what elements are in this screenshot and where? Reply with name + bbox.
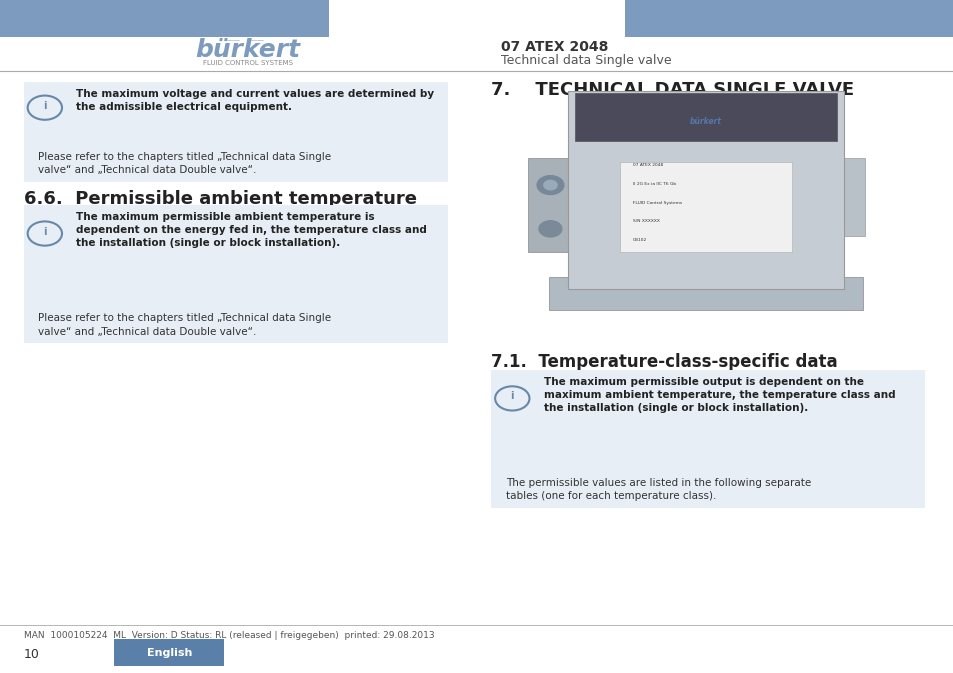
Text: 6.6.  Permissible ambient temperature: 6.6. Permissible ambient temperature [24, 190, 416, 208]
Text: II 2G Ex ia IIC T6 Gb: II 2G Ex ia IIC T6 Gb [632, 182, 675, 186]
FancyBboxPatch shape [491, 370, 924, 508]
Text: 07 ATEX 2048: 07 ATEX 2048 [500, 40, 608, 54]
Text: i: i [43, 227, 47, 236]
Circle shape [543, 180, 557, 190]
Text: The permissible values are listed in the following separate
tables (one for each: The permissible values are listed in the… [505, 479, 810, 501]
Text: FLUID CONTROL SYSTEMS: FLUID CONTROL SYSTEMS [203, 60, 293, 65]
Text: ——: —— [251, 38, 264, 43]
FancyBboxPatch shape [114, 639, 224, 666]
Text: English: English [147, 648, 192, 658]
Text: MAN  1000105224  ML  Version: D Status: RL (released | freigegeben)  printed: 29: MAN 1000105224 ML Version: D Status: RL … [24, 631, 434, 641]
Text: The maximum permissible output is dependent on the
maximum ambient temperature, : The maximum permissible output is depend… [543, 377, 895, 413]
FancyBboxPatch shape [624, 0, 953, 37]
Text: S/N XXXXXX: S/N XXXXXX [632, 219, 659, 223]
Text: Please refer to the chapters titled „Technical data Single
valve“ and „Technical: Please refer to the chapters titled „Tec… [38, 314, 331, 336]
Text: bürkert: bürkert [195, 38, 300, 62]
Text: 07 ATEX 2048: 07 ATEX 2048 [632, 163, 662, 167]
Text: The maximum permissible ambient temperature is
dependent on the energy fed in, t: The maximum permissible ambient temperat… [76, 212, 427, 248]
Text: CB102: CB102 [632, 238, 646, 242]
FancyBboxPatch shape [843, 158, 864, 236]
FancyBboxPatch shape [0, 0, 329, 37]
FancyBboxPatch shape [24, 205, 448, 343]
Text: Please refer to the chapters titled „Technical data Single
valve“ and „Technical: Please refer to the chapters titled „Tec… [38, 152, 331, 175]
Text: i: i [43, 101, 47, 110]
Circle shape [538, 221, 561, 237]
Text: 7.    TECHNICAL DATA SINGLE VALVE: 7. TECHNICAL DATA SINGLE VALVE [491, 81, 854, 99]
FancyBboxPatch shape [24, 82, 448, 182]
FancyBboxPatch shape [619, 162, 791, 252]
FancyBboxPatch shape [567, 91, 843, 289]
Text: The maximum voltage and current values are determined by
the admissible electric: The maximum voltage and current values a… [76, 89, 434, 112]
Text: ——: —— [227, 38, 240, 43]
FancyBboxPatch shape [527, 158, 573, 252]
Text: 10: 10 [24, 647, 40, 661]
Text: bürkert: bürkert [689, 116, 721, 126]
Text: i: i [510, 392, 514, 401]
Text: 7.1.  Temperature-class-specific data: 7.1. Temperature-class-specific data [491, 353, 837, 371]
FancyBboxPatch shape [575, 93, 836, 141]
Circle shape [537, 176, 563, 194]
Text: FLUID Control Systems: FLUID Control Systems [632, 201, 680, 205]
Text: Technical data Single valve: Technical data Single valve [500, 54, 671, 67]
FancyBboxPatch shape [548, 277, 862, 310]
